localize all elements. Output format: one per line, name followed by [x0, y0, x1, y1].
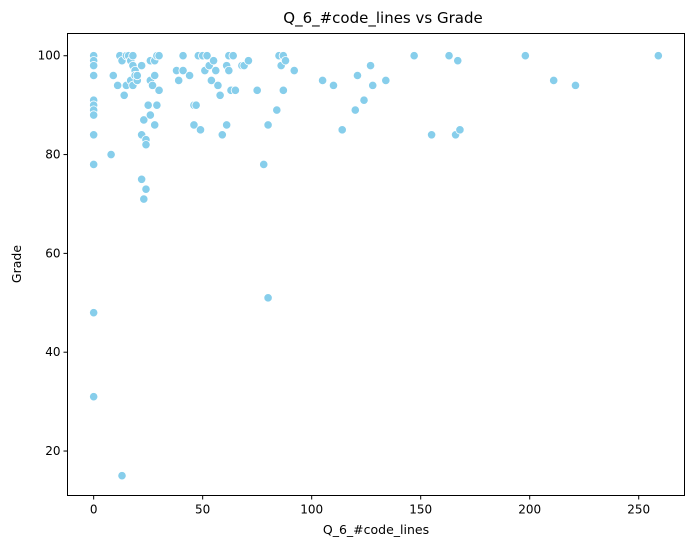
x-tick-label: 250: [627, 503, 650, 517]
data-point: [117, 471, 127, 481]
data-point: [89, 70, 99, 81]
data-point: [89, 308, 99, 318]
data-point: [222, 120, 232, 130]
y-tick-label: 80: [45, 148, 60, 162]
data-point: [213, 80, 223, 90]
data-point: [141, 184, 151, 194]
data-point: [211, 65, 221, 76]
data-point: [132, 70, 142, 81]
data-point: [141, 140, 151, 150]
data-point: [252, 85, 262, 95]
data-point: [147, 80, 158, 90]
data-point: [137, 174, 147, 184]
data-point: [426, 130, 437, 140]
data-point: [191, 100, 201, 110]
data-point: [150, 70, 160, 81]
data-point: [570, 80, 581, 90]
plot-frame: [67, 33, 685, 496]
data-point: [139, 194, 149, 204]
x-axis: 0 50 100 150 200 250: [90, 495, 650, 517]
data-point: [106, 149, 116, 160]
data-point: [145, 110, 155, 120]
data-point: [108, 70, 118, 81]
data-point: [368, 80, 378, 90]
data-point: [272, 105, 282, 115]
data-point: [444, 51, 454, 61]
data-point: [328, 80, 339, 90]
data-point: [152, 100, 162, 110]
data-point: [278, 85, 288, 95]
data-point: [174, 75, 184, 86]
data-point: [89, 159, 99, 170]
x-tick-label: 0: [90, 503, 98, 517]
data-point: [352, 70, 363, 81]
data-point: [263, 293, 273, 303]
chart-title: Q_6_#code_lines vs Grade: [283, 9, 482, 28]
data-point: [409, 51, 419, 61]
x-axis-label: Q_6_#code_lines: [323, 522, 429, 537]
data-point: [289, 65, 299, 76]
y-tick-label: 60: [45, 246, 60, 260]
data-point: [189, 120, 199, 130]
data-point: [139, 115, 149, 125]
data-point: [453, 56, 463, 66]
data-point: [89, 61, 99, 71]
x-tick-label: 50: [195, 503, 210, 517]
y-axis: 20 40 60 80 100: [38, 49, 68, 458]
x-tick-label: 150: [409, 503, 432, 517]
data-point: [208, 56, 219, 66]
data-point: [217, 130, 227, 140]
data-point: [243, 56, 254, 66]
data-point: [317, 75, 328, 86]
data-point: [520, 51, 530, 61]
data-point: [259, 159, 269, 170]
data-point: [350, 105, 360, 115]
y-tick-label: 40: [45, 345, 60, 359]
data-point: [455, 125, 465, 135]
data-point: [280, 56, 291, 66]
data-point: [215, 90, 225, 100]
data-point: [206, 75, 216, 86]
y-tick-label: 100: [38, 49, 61, 63]
data-point: [154, 85, 164, 95]
data-point: [228, 51, 238, 61]
data-point: [359, 95, 369, 105]
data-points: [89, 51, 663, 481]
data-point: [178, 65, 188, 76]
data-point: [365, 61, 376, 71]
data-point: [128, 51, 138, 61]
data-point: [89, 392, 99, 402]
data-point: [230, 85, 240, 95]
y-axis-label: Grade: [9, 245, 24, 283]
x-tick-label: 200: [518, 503, 541, 517]
data-point: [143, 100, 153, 110]
data-point: [89, 130, 99, 140]
data-point: [381, 75, 391, 86]
data-point: [337, 125, 347, 135]
data-point: [150, 120, 160, 130]
data-point: [195, 125, 206, 135]
x-tick-label: 100: [300, 503, 323, 517]
data-point: [113, 80, 123, 90]
y-tick-label: 20: [45, 444, 60, 458]
data-point: [137, 61, 147, 71]
data-point: [263, 120, 273, 130]
data-point: [178, 51, 188, 61]
data-point: [224, 65, 234, 76]
data-point: [549, 75, 559, 86]
data-point: [653, 51, 663, 61]
data-point: [184, 70, 195, 81]
data-point: [89, 110, 99, 120]
data-point: [154, 51, 164, 61]
data-point: [119, 90, 129, 100]
data-point: [202, 51, 212, 61]
